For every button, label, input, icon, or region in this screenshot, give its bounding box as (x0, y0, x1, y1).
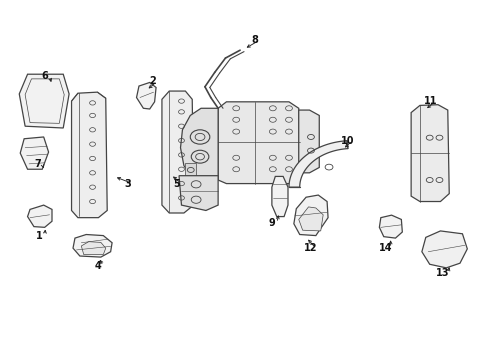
Polygon shape (272, 176, 288, 217)
Text: 8: 8 (251, 35, 258, 45)
Polygon shape (73, 234, 112, 257)
Polygon shape (81, 242, 106, 255)
Text: 10: 10 (341, 136, 354, 145)
Polygon shape (20, 137, 49, 169)
Polygon shape (379, 215, 402, 238)
Text: 4: 4 (95, 261, 102, 271)
Polygon shape (179, 176, 218, 211)
Text: 12: 12 (304, 243, 318, 253)
Text: 7: 7 (34, 159, 41, 169)
Polygon shape (185, 163, 196, 176)
Polygon shape (19, 74, 69, 128)
Text: 14: 14 (379, 243, 392, 253)
Text: 6: 6 (41, 71, 48, 81)
Text: 9: 9 (269, 218, 275, 228)
Polygon shape (137, 82, 156, 109)
Text: 1: 1 (36, 231, 43, 240)
Polygon shape (294, 195, 328, 235)
Polygon shape (218, 102, 300, 184)
Polygon shape (162, 91, 194, 213)
Text: 5: 5 (173, 179, 180, 189)
Polygon shape (411, 105, 449, 202)
Polygon shape (72, 92, 107, 218)
Text: 11: 11 (424, 96, 438, 106)
Text: 13: 13 (436, 268, 450, 278)
Polygon shape (289, 141, 348, 187)
Polygon shape (180, 108, 218, 180)
Polygon shape (27, 205, 52, 227)
Polygon shape (422, 231, 467, 268)
Text: 3: 3 (124, 179, 131, 189)
Text: 2: 2 (149, 76, 155, 86)
Polygon shape (299, 110, 319, 173)
Polygon shape (299, 207, 323, 231)
